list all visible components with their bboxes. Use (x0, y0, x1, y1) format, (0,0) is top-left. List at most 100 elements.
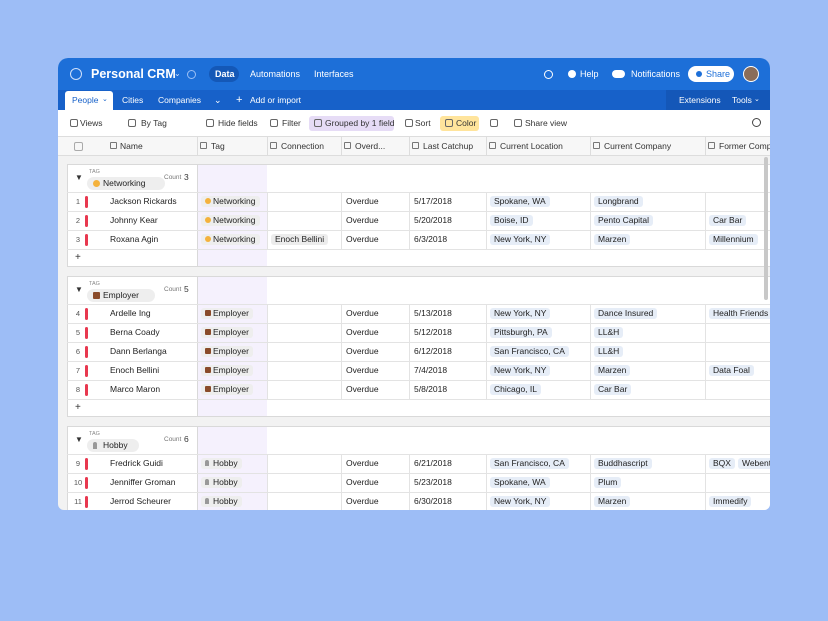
share-view[interactable]: Share view (525, 118, 568, 128)
connection-cell-pill: Enoch Bellini (271, 234, 329, 245)
views[interactable]: Views (80, 118, 103, 128)
toolbar-icon (314, 119, 322, 127)
group-value: Employer (103, 290, 139, 300)
column-name[interactable]: Last Catchup (423, 141, 474, 151)
add-row[interactable]: + (75, 252, 81, 263)
view-name[interactable]: By Tag (141, 118, 167, 128)
name-cell[interactable]: Berna Coady (110, 327, 160, 337)
row-color (85, 458, 88, 470)
top-bar (58, 58, 770, 90)
name-cell[interactable]: Ardelle Ing (110, 308, 151, 318)
row-line (67, 361, 770, 362)
help[interactable]: Help (580, 69, 599, 79)
avatar (743, 66, 759, 82)
cell-divider (705, 380, 706, 399)
cell-divider (590, 473, 591, 492)
row-color (85, 234, 88, 246)
name-cell[interactable]: Jerrod Scheurer (110, 496, 171, 506)
tag-cell: Employer (201, 327, 253, 338)
nav-item[interactable]: Interfaces (314, 69, 354, 79)
tag-cell: Networking (201, 196, 260, 207)
extensions[interactable]: Extensions (679, 95, 721, 105)
row-color (85, 308, 88, 320)
share[interactable]: Share (706, 69, 731, 79)
group-icon (93, 292, 100, 299)
column-name[interactable]: Connection (281, 141, 325, 151)
active-tab[interactable] (65, 91, 113, 110)
sort[interactable]: Sort (415, 118, 431, 128)
tag-cell: Hobby (201, 496, 242, 507)
group-pill (87, 289, 155, 302)
status-cell: Overdue (346, 215, 379, 225)
name-cell[interactable]: Dann Berlanga (110, 346, 167, 356)
toolbar-icon (490, 119, 498, 127)
add-import[interactable]: Add or import (250, 95, 302, 105)
cell-divider (705, 304, 706, 323)
company-cell: Longbrand (594, 196, 646, 207)
row-color (85, 384, 88, 396)
column-name[interactable]: Tag (211, 141, 225, 151)
table-tab[interactable]: Companies (158, 95, 201, 105)
name-cell[interactable]: Jenniffer Groman (110, 477, 176, 487)
cell-divider (590, 211, 591, 230)
column-divider (590, 137, 591, 155)
group-value: Networking (103, 178, 146, 188)
notifications[interactable]: Notifications (631, 69, 681, 79)
toolbar-icon (514, 119, 522, 127)
table-tab[interactable]: People (72, 95, 99, 105)
color[interactable]: Color (456, 118, 477, 128)
company-cell: Marzen (594, 365, 633, 376)
column-name[interactable]: Name (120, 141, 143, 151)
group-caret[interactable]: ▼ (75, 285, 83, 294)
row-line (67, 454, 770, 455)
company-cell-pill: Marzen (594, 234, 631, 245)
column-name[interactable]: Current Location (500, 141, 563, 151)
tools[interactable]: Tools (732, 95, 752, 105)
tab-bar (58, 90, 770, 110)
name-cell[interactable]: Enoch Bellini (110, 365, 160, 375)
column-name[interactable]: Overd... (355, 141, 386, 151)
status-cell: Overdue (346, 365, 379, 375)
tag-icon (205, 348, 211, 354)
location-cell: Boise, ID (490, 215, 536, 226)
cell-divider (486, 230, 487, 249)
cell-divider (486, 192, 487, 211)
nav-item[interactable]: Automations (250, 69, 301, 79)
base-name[interactable]: Personal CRM (91, 67, 176, 81)
share-button[interactable] (688, 66, 734, 82)
group-caret[interactable]: ▼ (75, 435, 83, 444)
company-cell-pill: Longbrand (594, 196, 643, 207)
cell-divider (590, 361, 591, 380)
group-value: Hobby (103, 440, 128, 450)
table-tab[interactable]: Cities (122, 95, 144, 105)
cell-divider (486, 492, 487, 510)
group[interactable]: Grouped by 1 field (325, 118, 395, 128)
name-cell[interactable]: Fredrick Guidi (110, 458, 163, 468)
company-cell: Marzen (594, 234, 633, 245)
cell-divider (267, 342, 268, 361)
filter[interactable]: Filter (282, 118, 301, 128)
group-caret[interactable]: ▼ (75, 173, 83, 182)
cell-divider (590, 304, 591, 323)
hide-fields[interactable]: Hide fields (218, 118, 258, 128)
row-line (67, 399, 770, 400)
name-cell[interactable]: Jackson Rickards (110, 196, 177, 206)
column-name[interactable]: Former Comp (719, 141, 770, 151)
name-cell[interactable]: Marco Maron (110, 384, 161, 394)
former-cell: Health Friends (709, 308, 770, 319)
column-name[interactable]: Current Company (604, 141, 672, 151)
nav-item[interactable]: Data (215, 69, 235, 79)
cell-divider (409, 454, 410, 473)
cell-divider (341, 192, 342, 211)
column-divider (409, 137, 410, 155)
cell-divider (486, 380, 487, 399)
name-cell[interactable]: Johnny Kear (110, 215, 158, 225)
catchup-cell: 6/3/2018 (414, 234, 448, 244)
tag-icon (205, 367, 211, 373)
frozen-divider (197, 276, 198, 417)
catchup-cell: 5/20/2018 (414, 215, 452, 225)
cell-divider (267, 323, 268, 342)
cell-divider (486, 323, 487, 342)
add-row[interactable]: + (75, 402, 81, 413)
name-cell[interactable]: Roxana Agin (110, 234, 159, 244)
